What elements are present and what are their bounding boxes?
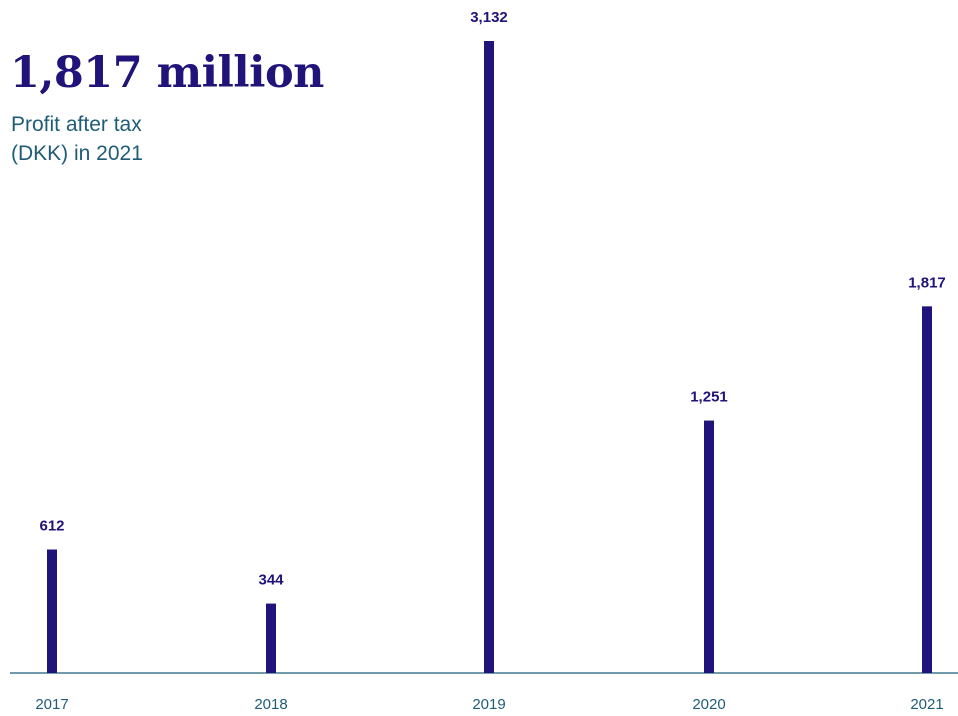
- bar-2021: [922, 306, 932, 673]
- x-tick-label-2017: 2017: [35, 696, 68, 713]
- x-tick-label-2021: 2021: [910, 696, 943, 713]
- value-label-2018: 344: [258, 572, 284, 589]
- subtitle-line-1: Profit after tax: [11, 113, 142, 136]
- bar-2017: [47, 549, 57, 673]
- chart-subtitle: Profit after tax (DKK) in 2021: [11, 110, 143, 168]
- value-label-2020: 1,251: [690, 389, 728, 406]
- value-label-2021: 1,817: [908, 274, 946, 291]
- bar-2020: [704, 420, 714, 673]
- bar-2019: [484, 41, 494, 673]
- x-tick-label-2018: 2018: [254, 696, 287, 713]
- bars-group: [47, 41, 932, 673]
- headline-value: 1,817 million: [10, 48, 324, 98]
- value-labels-group: 612 344 3,132 1,251 1,817: [39, 9, 945, 589]
- bar-2018: [266, 603, 276, 673]
- x-tick-label-2020: 2020: [692, 696, 725, 713]
- x-tick-label-2019: 2019: [472, 696, 505, 713]
- subtitle-line-2: (DKK) in 2021: [11, 142, 143, 165]
- value-label-2019: 3,132: [470, 9, 508, 26]
- tick-labels-group: 2017 2018 2019 2020 2021: [35, 696, 943, 713]
- value-label-2017: 612: [39, 518, 64, 535]
